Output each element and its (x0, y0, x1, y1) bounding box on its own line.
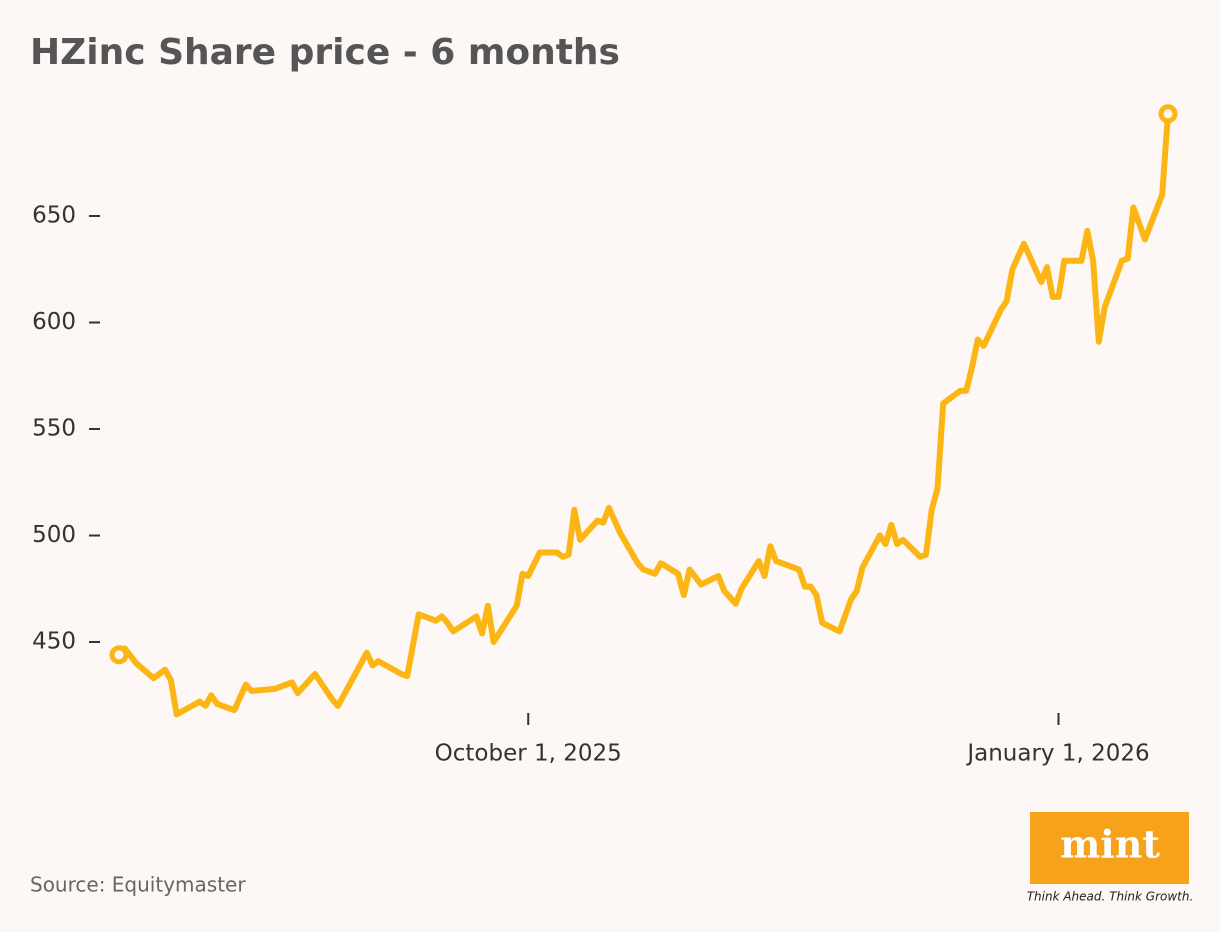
end-marker (1158, 104, 1178, 124)
price-line (116, 110, 1171, 718)
logo-box (1030, 812, 1189, 884)
y-tick-label: 600 (32, 309, 76, 335)
y-tick-label: 650 (32, 203, 76, 229)
tagline: Think Ahead. Think Growth. (1027, 890, 1194, 904)
y-tick-label: 500 (32, 522, 76, 548)
chart-title: HZinc Share price - 6 months (30, 32, 620, 73)
y-tick-label: 450 (32, 629, 76, 655)
x-tick-label: October 1, 2025 (435, 741, 622, 767)
source: Source: Equitymaster (30, 873, 246, 897)
logo: mint (1060, 822, 1160, 867)
x-tick-label: January 1, 2026 (965, 741, 1149, 767)
y-tick-label: 550 (32, 416, 76, 442)
end-marker (109, 645, 129, 665)
